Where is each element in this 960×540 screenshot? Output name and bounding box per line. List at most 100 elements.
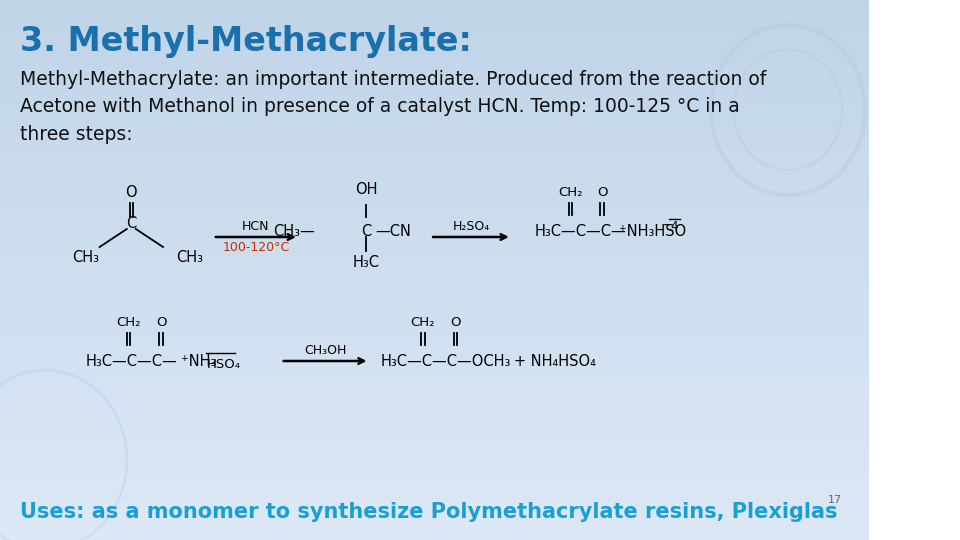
Bar [0,89,870,90]
Bar [0,484,870,485]
Bar [0,361,870,362]
Bar [0,499,870,500]
Bar [0,308,870,309]
Bar [0,444,870,445]
Bar [0,493,870,494]
Bar [0,291,870,292]
Bar [0,321,870,322]
Bar [0,211,870,212]
Bar [0,318,870,319]
Bar [0,483,870,484]
Bar [0,138,870,139]
Text: OH: OH [354,182,377,197]
Bar [0,341,870,342]
Bar [0,189,870,190]
Bar [0,176,870,177]
Bar [0,468,870,469]
Bar [0,12,870,13]
Bar [0,224,870,225]
Bar [0,332,870,333]
Bar [0,168,870,169]
Bar [0,445,870,446]
Bar [0,428,870,429]
Bar [0,269,870,270]
Bar [0,77,870,78]
Bar [0,402,870,403]
Bar [0,105,870,106]
Bar [0,503,870,504]
Bar [0,125,870,126]
Bar [0,458,870,459]
Bar [0,330,870,331]
Bar [0,289,870,290]
Bar [0,507,870,508]
Bar [0,63,870,64]
Bar [0,300,870,301]
Bar [0,340,870,341]
Text: 17: 17 [828,495,842,505]
Bar [0,439,870,440]
Bar [0,132,870,133]
Bar [0,416,870,417]
Bar [0,408,870,409]
Bar [0,310,870,311]
Bar [0,40,870,41]
Bar [0,505,870,506]
Bar [0,247,870,248]
Bar [0,271,870,272]
Bar [0,473,870,474]
Bar [0,517,870,518]
Bar [0,450,870,451]
Bar [0,388,870,389]
Bar [0,500,870,501]
Bar [0,43,870,44]
Bar [0,98,870,99]
Text: CH₃: CH₃ [73,250,100,265]
Bar [0,2,870,3]
Bar [0,235,870,236]
Bar [0,535,870,536]
Bar [0,50,870,51]
Bar [0,109,870,110]
Text: CH₃: CH₃ [177,250,204,265]
Bar [0,164,870,165]
Bar [0,83,870,84]
Bar [0,322,870,323]
Bar [0,80,870,81]
Bar [0,288,870,289]
Bar [0,290,870,291]
Bar [0,313,870,314]
Text: H₃C—C—C—: H₃C—C—C— [86,354,178,368]
Bar [0,118,870,119]
Bar [0,391,870,392]
Bar [0,245,870,246]
Bar [0,325,870,326]
Bar [0,390,870,391]
Bar [0,382,870,383]
Bar [0,53,870,54]
Bar [0,417,870,418]
Bar [0,487,870,488]
Bar [0,18,870,19]
Bar [0,220,870,221]
Bar [0,153,870,154]
Bar [0,31,870,32]
Bar [0,475,870,476]
Bar [0,489,870,490]
Bar [0,510,870,511]
Bar [0,456,870,457]
Bar [0,283,870,284]
Bar [0,377,870,378]
Bar [0,252,870,253]
Bar [0,218,870,219]
Bar [0,488,870,489]
Bar [0,7,870,8]
Bar [0,441,870,442]
Bar [0,346,870,347]
Bar [0,35,870,36]
Bar [0,368,870,369]
Bar [0,266,870,267]
Bar [0,421,870,422]
Bar [0,231,870,232]
Bar [0,0,870,1]
